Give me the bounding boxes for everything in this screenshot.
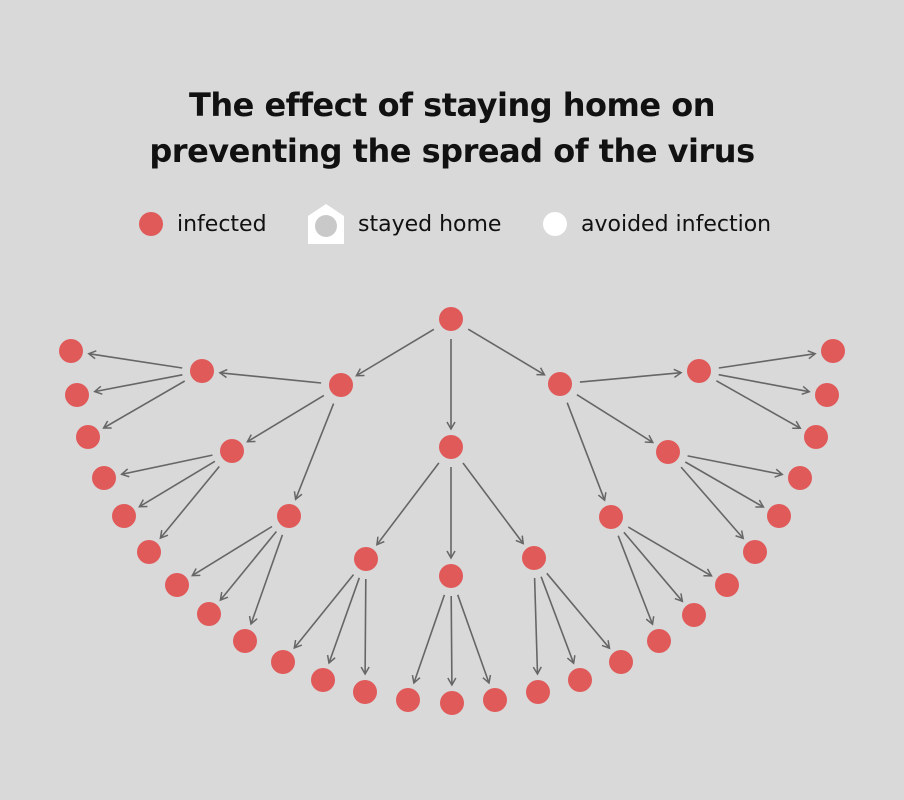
arrow-l2-to-l3-24 <box>716 380 802 429</box>
legend-label-stayed-home: stayed home <box>358 211 502 237</box>
infected-node-l2-4 <box>439 564 463 588</box>
red-dot-icon <box>139 212 163 236</box>
infected-node-l3-16 <box>568 668 592 692</box>
infected-node-l2-5 <box>522 546 546 570</box>
arrow-l2-to-l3-16 <box>540 576 576 665</box>
tree-edges <box>87 328 817 687</box>
arrow-l1-to-l2-1 <box>246 394 325 443</box>
arrow-l2-to-l3-17 <box>546 572 611 650</box>
infected-node-l3-11 <box>353 680 377 704</box>
infected-node-l3-15 <box>526 680 550 704</box>
house-icon <box>308 204 344 244</box>
arrow-l2-to-l3-20 <box>627 526 713 577</box>
infected-node-l3-5 <box>137 540 161 564</box>
arrow-root-to-l1-2 <box>467 328 546 376</box>
arrow-l1-to-l2-6 <box>566 402 607 502</box>
infected-node-l3-26 <box>821 339 845 363</box>
infected-node-l3-25 <box>815 383 839 407</box>
arrow-l2-to-l3-6 <box>191 525 273 577</box>
legend-label-avoided-infection: avoided infection <box>581 211 772 237</box>
arrow-l1-to-l2-3 <box>375 462 440 546</box>
arrow-l2-to-l3-0 <box>87 350 183 369</box>
infected-node-l3-14 <box>483 688 507 712</box>
infected-node-l3-2 <box>76 425 100 449</box>
infected-node-l2-0 <box>190 359 214 383</box>
infected-node-l3-21 <box>743 540 767 564</box>
arrow-l2-to-l3-14 <box>456 594 492 685</box>
arrow-l1-to-l2-2 <box>293 403 335 501</box>
infected-node-l2-2 <box>277 504 301 528</box>
arrow-l2-to-l3-13 <box>447 595 457 687</box>
arrow-l2-to-l3-10 <box>326 577 361 665</box>
arrow-l2-to-l3-23 <box>687 455 784 478</box>
infected-node-l3-7 <box>197 602 221 626</box>
infected-node-l3-8 <box>233 629 257 653</box>
infected-node-l2-6 <box>599 505 623 529</box>
infected-node-l2-3 <box>354 547 378 571</box>
arrow-l2-to-l3-4 <box>138 460 216 508</box>
infected-node-l1-0 <box>329 373 353 397</box>
infected-node-l3-13 <box>440 691 464 715</box>
arrow-l2-to-l3-8 <box>248 534 284 626</box>
legend-item-stayed-home: stayed home <box>308 204 501 244</box>
infected-node-l2-7 <box>656 440 680 464</box>
infected-node-l3-6 <box>165 573 189 597</box>
infected-node-l2-1 <box>220 439 244 463</box>
infected-node-l3-0 <box>59 339 83 363</box>
arrow-l2-to-l3-9 <box>293 574 355 650</box>
legend-item-avoided-infection: avoided infection <box>543 204 771 244</box>
arrow-root-to-l1-0 <box>355 328 435 377</box>
infected-node-l3-20 <box>715 573 739 597</box>
arrow-l2-to-l3-15 <box>532 577 542 676</box>
infected-node-l3-10 <box>311 668 335 692</box>
arrow-l2-to-l3-25 <box>718 373 811 396</box>
arrow-l2-to-l3-1 <box>93 374 183 395</box>
legend-label-infected: infected <box>177 211 267 237</box>
infected-node-root <box>439 307 463 331</box>
arrow-l2-to-l3-2 <box>102 380 186 429</box>
arrow-l1-to-l2-0 <box>218 368 322 384</box>
arrow-l1-to-l2-8 <box>579 368 683 383</box>
arrow-l2-to-l3-5 <box>159 465 220 540</box>
diagram-title: The effect of staying home on preventing… <box>0 82 904 174</box>
arrow-l2-to-l3-12 <box>411 594 446 685</box>
arrow-l1-to-l2-7 <box>576 394 655 444</box>
infected-node-l1-2 <box>548 372 572 396</box>
infected-node-l3-3 <box>92 466 116 490</box>
arrow-l2-to-l3-21 <box>680 466 745 540</box>
arrow-l2-to-l3-7 <box>219 530 278 602</box>
infected-node-l1-1 <box>439 435 463 459</box>
title-line-2: preventing the spread of the virus <box>149 132 755 170</box>
arrow-l2-to-l3-26 <box>718 350 817 369</box>
white-dot-icon <box>543 212 567 236</box>
infected-node-l3-24 <box>804 425 828 449</box>
arrow-l2-to-l3-19 <box>623 531 684 603</box>
infected-node-l3-23 <box>788 466 812 490</box>
infected-node-l2-8 <box>687 359 711 383</box>
infected-node-l3-18 <box>647 629 671 653</box>
tree-nodes <box>59 307 845 715</box>
arrow-l2-to-l3-18 <box>617 535 655 626</box>
infected-node-l3-19 <box>682 603 706 627</box>
infected-node-l3-22 <box>767 504 791 528</box>
arrow-l2-to-l3-22 <box>684 461 765 508</box>
infected-node-l3-12 <box>396 688 420 712</box>
infected-node-l3-9 <box>271 650 295 674</box>
infected-node-l3-4 <box>112 504 136 528</box>
arrow-l2-to-l3-11 <box>360 578 370 676</box>
legend-item-infected: infected <box>139 204 267 244</box>
arrow-l1-to-l2-5 <box>462 462 525 545</box>
infected-node-l3-1 <box>65 383 89 407</box>
arrow-l2-to-l3-3 <box>120 454 213 478</box>
legend: infected stayed home avoided infection <box>0 204 904 244</box>
infected-node-l3-17 <box>609 650 633 674</box>
title-line-1: The effect of staying home on <box>189 86 715 124</box>
